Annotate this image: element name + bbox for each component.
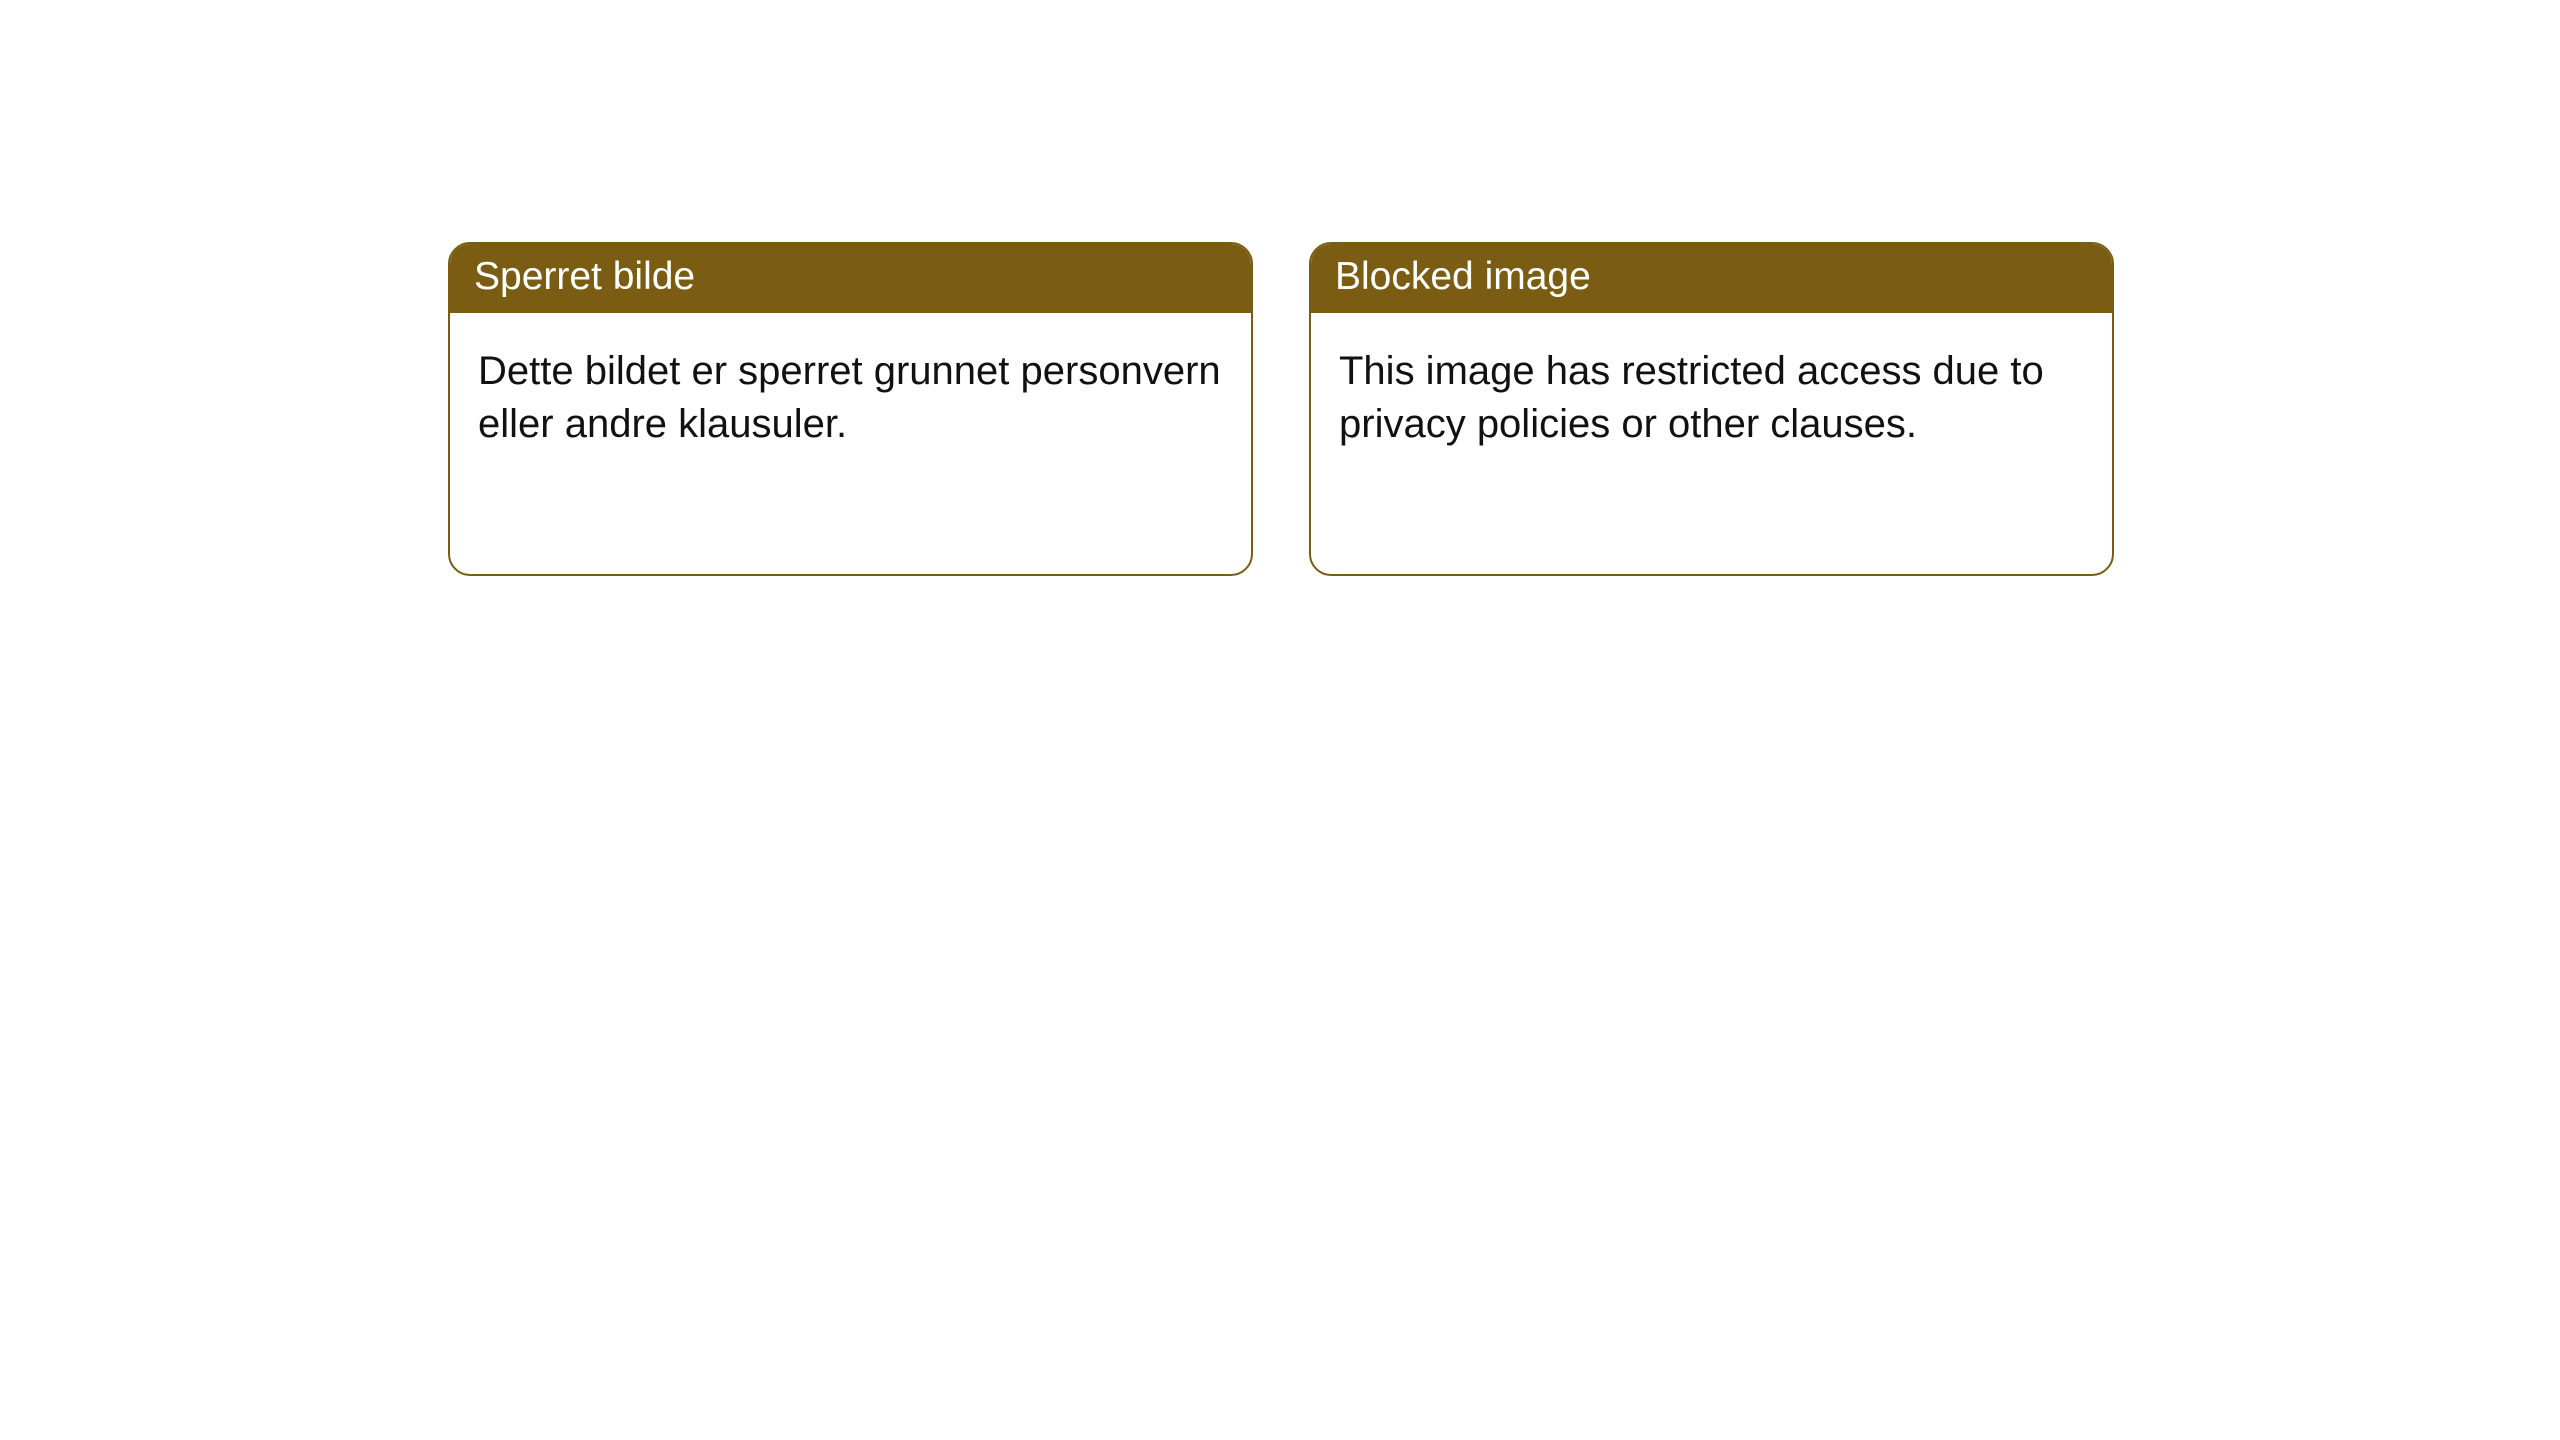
notice-body-en: This image has restricted access due to … xyxy=(1311,313,2112,483)
notice-card-no: Sperret bilde Dette bildet er sperret gr… xyxy=(448,242,1253,576)
notice-body-no: Dette bildet er sperret grunnet personve… xyxy=(450,313,1251,483)
notice-card-en: Blocked image This image has restricted … xyxy=(1309,242,2114,576)
notice-container: Sperret bilde Dette bildet er sperret gr… xyxy=(0,0,2560,576)
notice-title-en: Blocked image xyxy=(1311,244,2112,313)
notice-title-no: Sperret bilde xyxy=(450,244,1251,313)
